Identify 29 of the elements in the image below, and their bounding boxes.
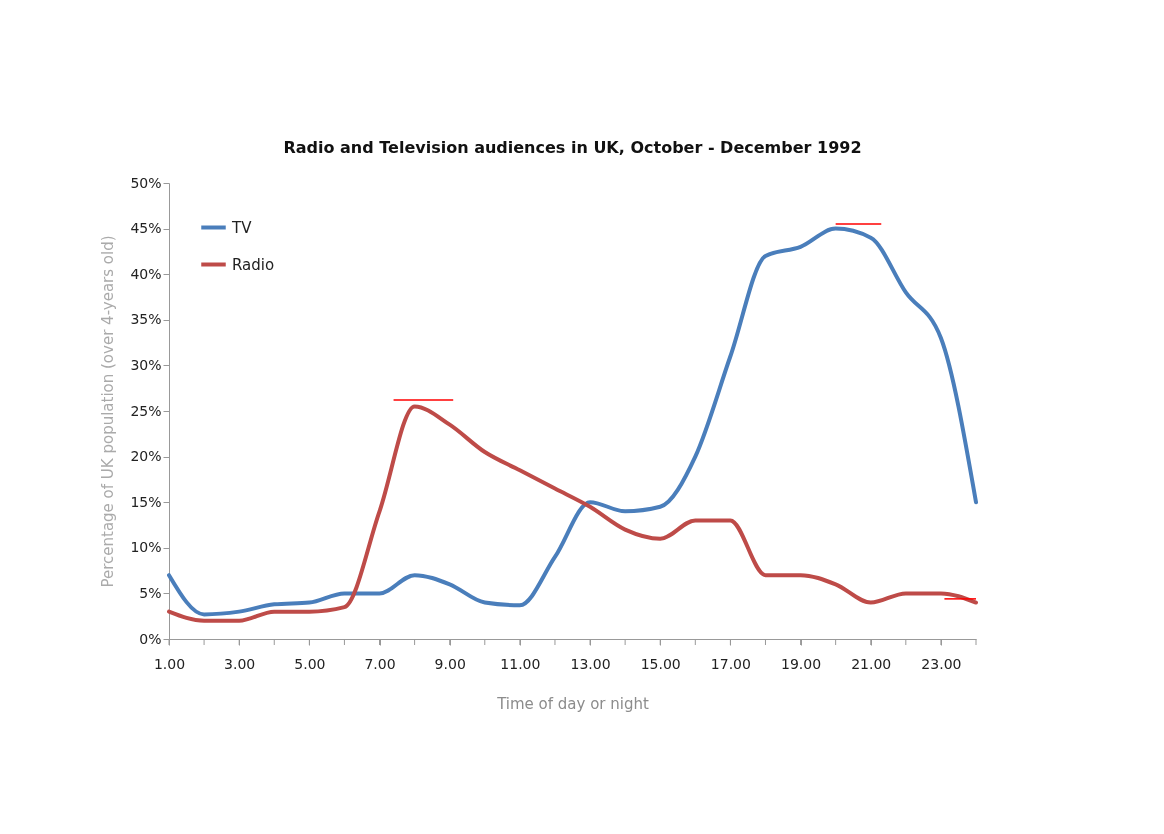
y-tick-label: 15% bbox=[130, 493, 162, 510]
y-tick-label: 0% bbox=[139, 630, 162, 647]
y-tick-label: 25% bbox=[130, 402, 162, 419]
x-tick-label: 21.00 bbox=[851, 655, 892, 672]
x-tick-label: 11.00 bbox=[500, 655, 541, 672]
x-tick-label: 23.00 bbox=[921, 655, 962, 672]
x-tick-label: 19.00 bbox=[781, 655, 822, 672]
x-tick-label: 3.00 bbox=[224, 655, 256, 672]
legend-label: Radio bbox=[232, 255, 275, 274]
y-tick-label: 20% bbox=[130, 448, 162, 465]
chart-title: Radio and Television audiences in UK, October - December 1992 bbox=[283, 138, 862, 157]
y-axis-title: Percentage of UK population (over 4-years old) bbox=[99, 235, 118, 588]
y-tick-label: 5% bbox=[139, 584, 162, 601]
legend-label: TV bbox=[231, 218, 253, 237]
line-series bbox=[167, 404, 978, 623]
x-tick-label: 7.00 bbox=[364, 655, 396, 672]
y-tick-label: 50% bbox=[130, 174, 162, 191]
y-tick-label: 40% bbox=[130, 265, 162, 282]
x-tick-label: 9.00 bbox=[434, 655, 466, 672]
x-tick-label: 17.00 bbox=[710, 655, 751, 672]
y-tick-label: 45% bbox=[130, 220, 162, 237]
x-tick-label: 13.00 bbox=[570, 655, 611, 672]
y-tick-label: 35% bbox=[130, 311, 162, 328]
x-tick-label: 1.00 bbox=[153, 655, 186, 672]
y-tick-label: 10% bbox=[130, 539, 162, 556]
y-tick-label: 30% bbox=[130, 356, 162, 373]
x-tick-label: 5.00 bbox=[294, 655, 326, 672]
x-axis-title: Time of day or night bbox=[496, 694, 649, 713]
x-tick-label: 15.00 bbox=[640, 655, 681, 672]
